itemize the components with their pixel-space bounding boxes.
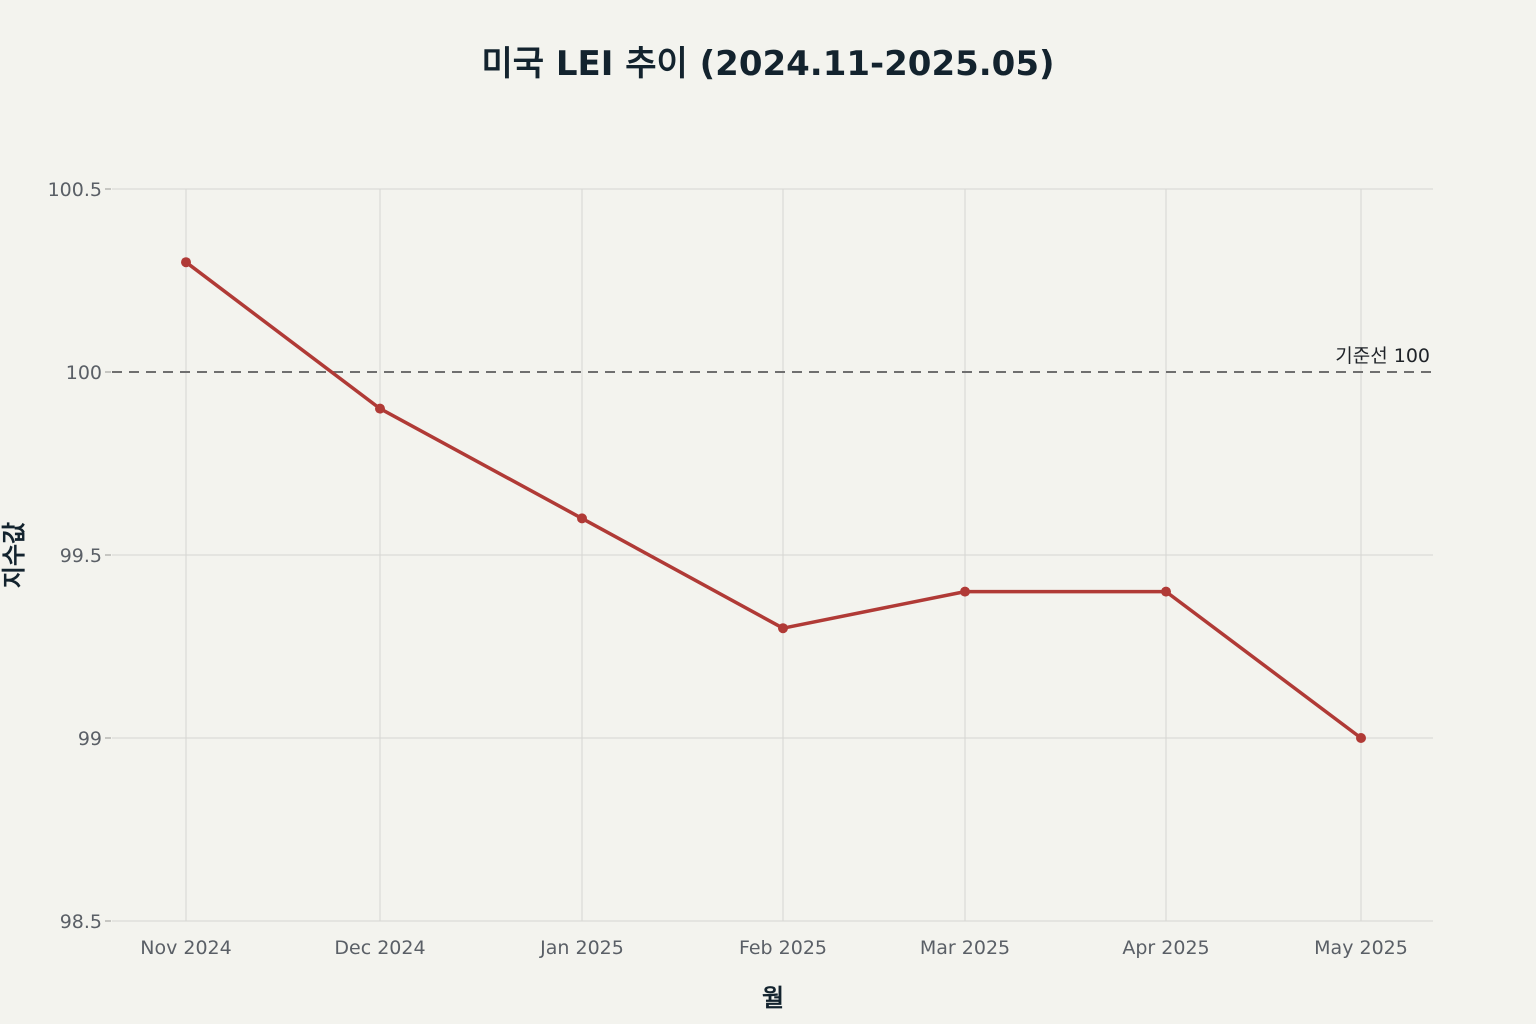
- x-tick-label: Nov 2024: [140, 937, 231, 959]
- data-point: [778, 623, 788, 634]
- data-point: [577, 513, 587, 524]
- x-axis-title: 월: [762, 984, 784, 1012]
- y-gridlines: [112, 188, 1433, 922]
- y-tick-label: 99.5: [60, 545, 102, 567]
- reference-line-label: 기준선 100: [1335, 345, 1430, 367]
- y-axis-title: 지수값: [0, 522, 28, 588]
- y-tick-label: 100: [66, 362, 102, 384]
- x-tick-label: Feb 2025: [739, 937, 827, 959]
- data-point: [181, 257, 191, 268]
- series-line: [184, 260, 1363, 740]
- data-points: [181, 257, 1366, 743]
- y-tick-label: 99: [78, 728, 102, 750]
- y-tick-label: 98.5: [60, 911, 102, 933]
- x-tick-label: Dec 2024: [334, 937, 425, 959]
- x-tick-label: Mar 2025: [920, 937, 1010, 959]
- data-point: [375, 403, 385, 414]
- x-tick-label: Apr 2025: [1122, 937, 1209, 959]
- data-point: [1161, 586, 1171, 597]
- data-point: [1356, 733, 1366, 743]
- y-tick-label: 100.5: [48, 179, 102, 201]
- x-tick-label: Jan 2025: [539, 937, 624, 959]
- x-axis-ticks: Nov 2024 Dec 2024 Jan 2025 Feb 2025 Mar 2025…: [140, 937, 1408, 959]
- x-tick-label: May 2025: [1314, 937, 1408, 959]
- data-point: [960, 586, 970, 597]
- chart-title: 미국 LEI 추이 (2024.11-2025.05): [481, 44, 1054, 84]
- y-axis-ticks: 98.5 99 99.5 100 100.5: [48, 179, 111, 933]
